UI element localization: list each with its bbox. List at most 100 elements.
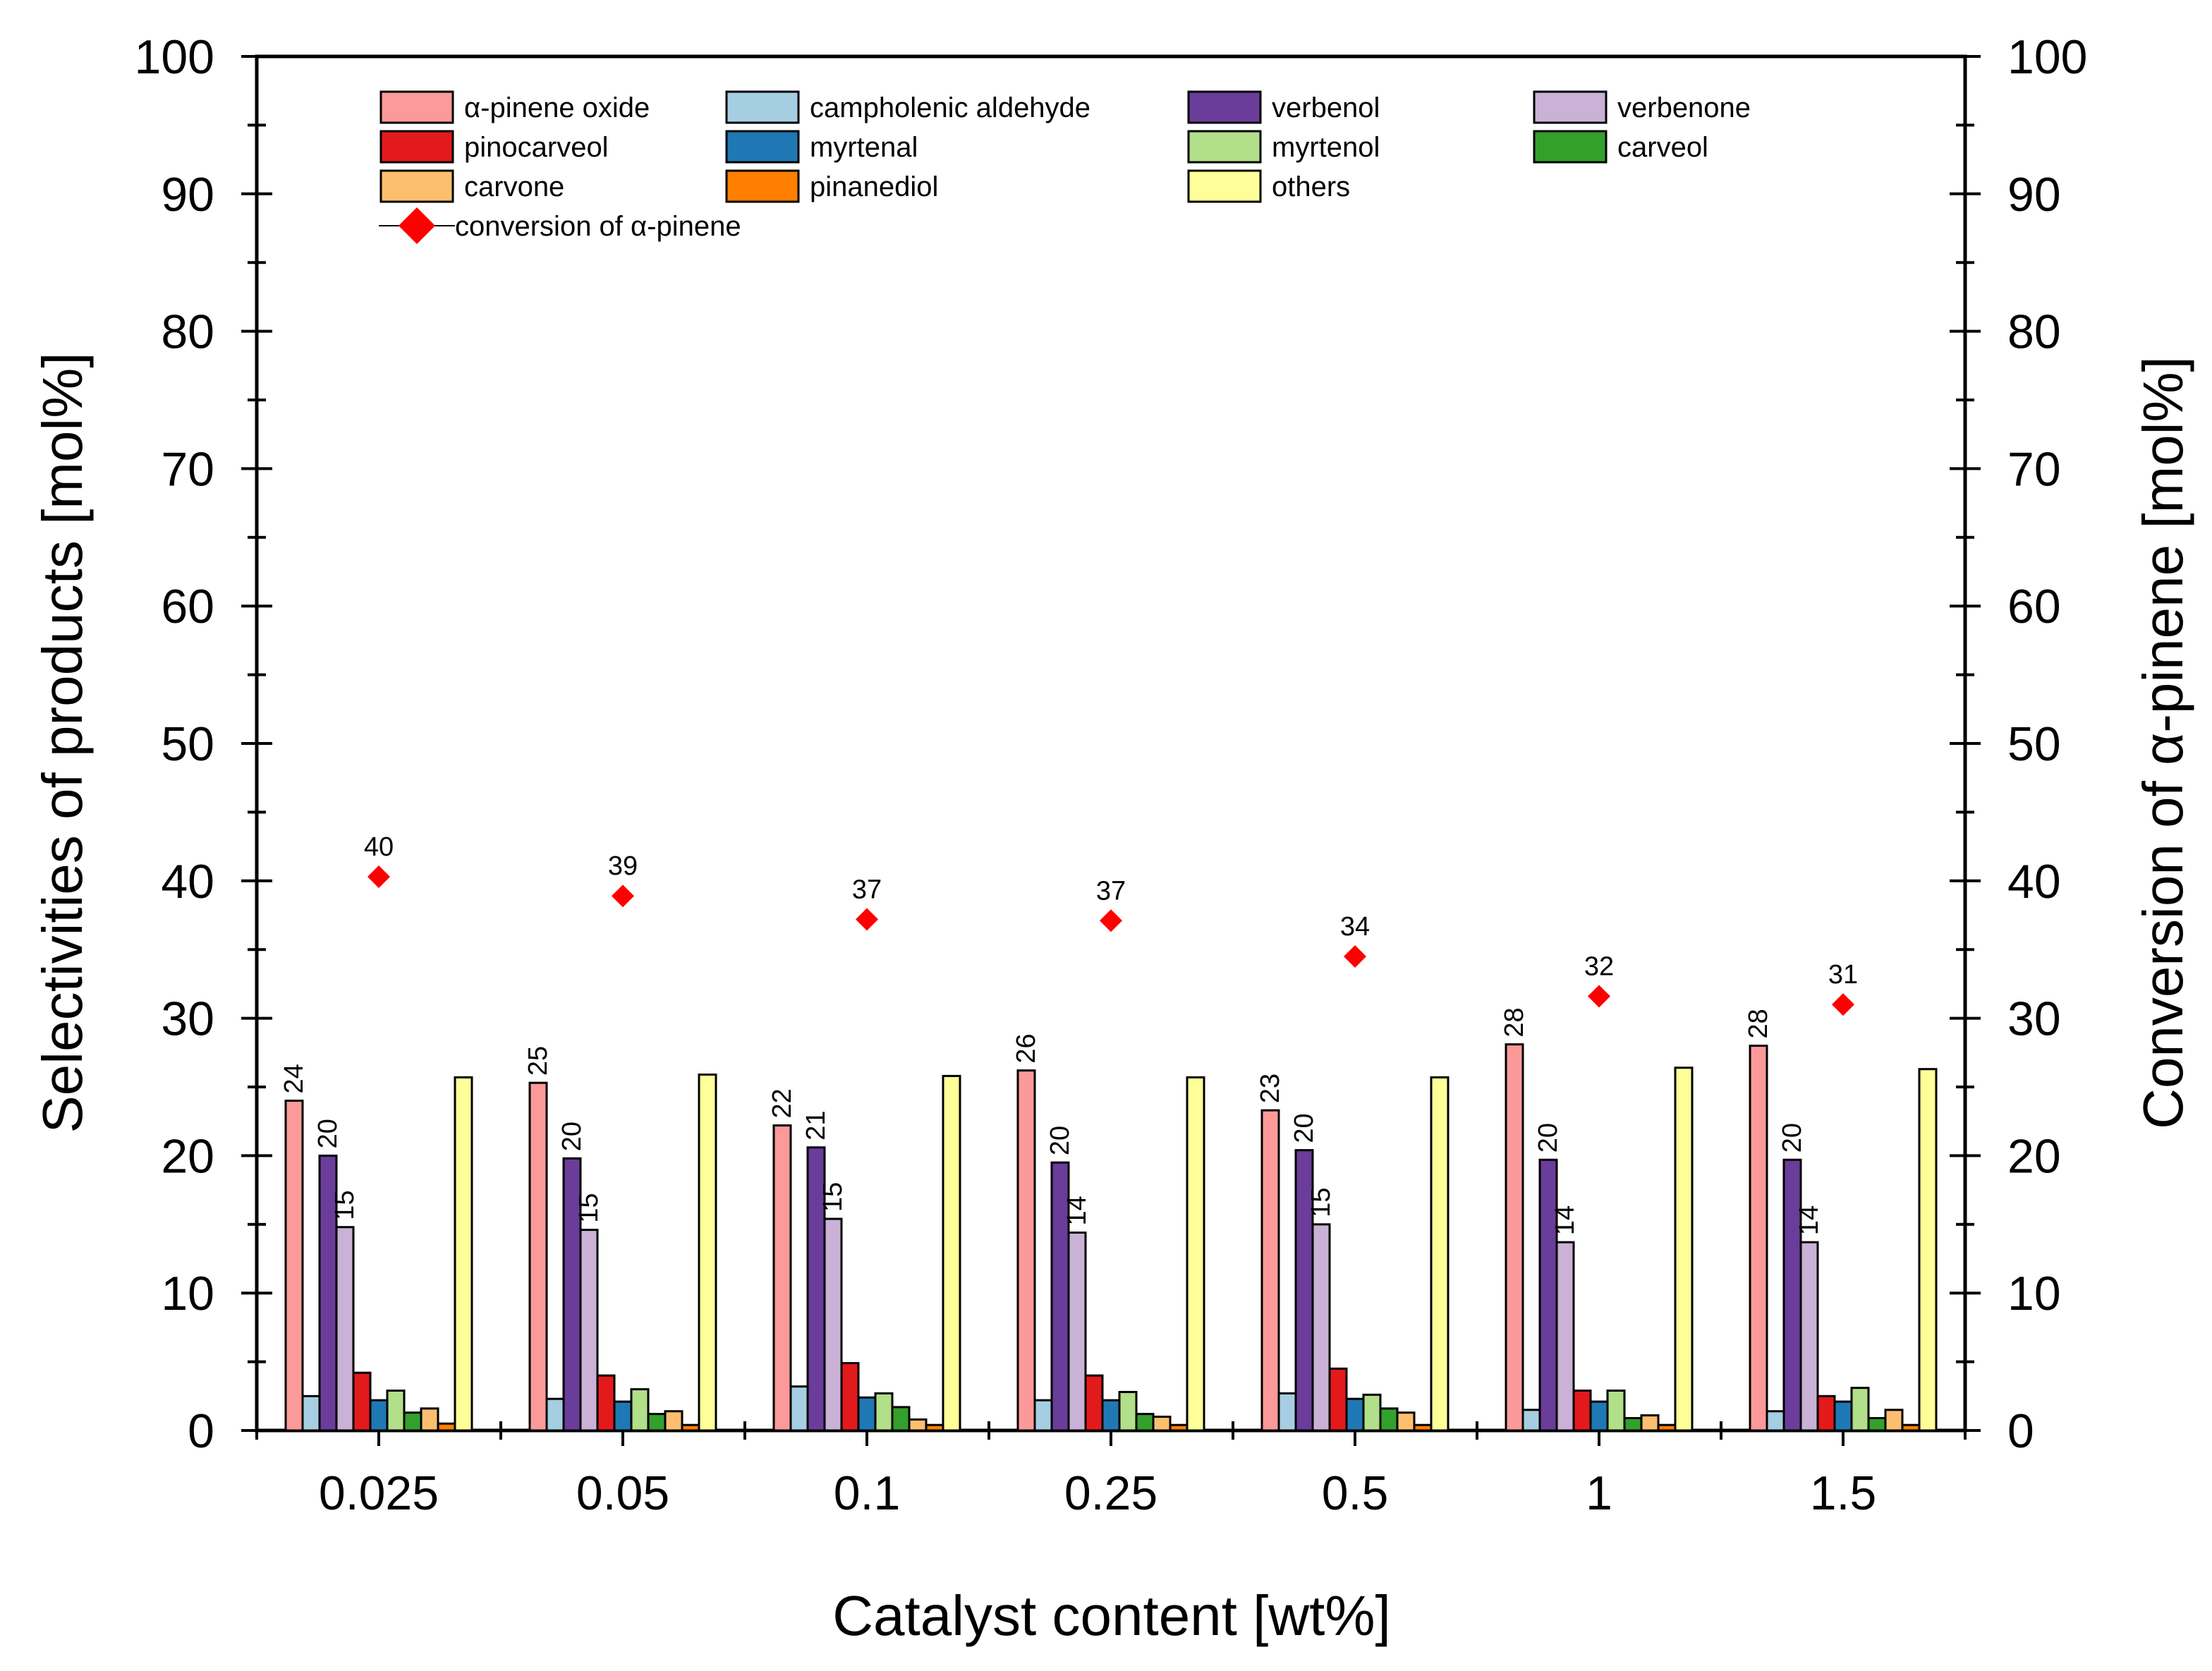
bar [823,1217,843,1432]
conversion-point [1344,944,1366,968]
y2-tick-label: 10 [2007,1267,2061,1320]
legend-swatch [1187,169,1262,203]
bar [420,1407,439,1432]
bar [545,1397,565,1432]
bar [1430,1076,1450,1432]
legend-label: verbenol [1272,92,1380,123]
bars-layer: 24 25 22 26 23 28 28 20 20 21 20 20 20 20 15 15 15 14 15 14… [279,1007,1938,1432]
legend-swatch [725,90,800,124]
bar [1799,1241,1819,1432]
bar [1186,1076,1205,1432]
bar-data-label: 25 [523,1046,553,1076]
bar [772,1124,792,1432]
legend-swatch [1187,90,1262,124]
bar [1396,1411,1416,1432]
legend-label: myrtenol [1272,132,1380,163]
legend: α-pinene oxide campholenic aldehyde verben… [379,90,1751,244]
y-axis-title: Selectivities of products [mol%] [31,352,94,1133]
bar-data-label: 28 [1744,1009,1773,1038]
conversion-data-label: 39 [608,851,638,881]
conversion-data-label: 32 [1584,952,1614,981]
plot-frame [255,54,1967,1433]
y2-tick-label: 80 [2007,305,2061,359]
bar [1766,1410,1785,1432]
legend-swatch [379,90,454,124]
legend-label: pinocarveol [464,132,609,163]
y2-axis-title: Conversion of α-pinene [mol%] [2132,356,2194,1129]
bar [1362,1393,1382,1432]
bar [1674,1067,1694,1432]
bar [335,1226,355,1432]
legend-label: verbenone [1617,92,1751,123]
bar [857,1396,877,1432]
bar [1901,1423,1921,1432]
bar [1749,1045,1768,1432]
x-axis-title: Catalyst content [wt%] [832,1584,1390,1647]
legend-swatch [725,130,800,164]
bar [1379,1407,1399,1432]
bar-data-label: 22 [767,1088,797,1118]
y-tick-label: 90 [161,168,214,221]
conversion-data-label: 34 [1340,912,1370,942]
y-tick-label: 40 [161,855,214,909]
bar [437,1422,456,1432]
bar-data-label: 20 [557,1122,587,1151]
bar [403,1411,423,1432]
conversion-data-label: 37 [852,875,882,904]
bar [1277,1392,1297,1432]
bar-data-label: 20 [1045,1126,1075,1155]
bar [647,1413,667,1432]
conversion-point [367,865,390,888]
x-tick-label: 1.5 [1810,1466,1877,1520]
bar [1572,1390,1592,1432]
conversion-data-label: 40 [364,832,394,862]
conversion-point [1832,993,1854,1016]
legend-marker [399,207,435,244]
x-tick-label: 0.05 [576,1466,669,1520]
conversion-point [856,908,878,931]
bar [925,1423,944,1432]
legend-swatch [1533,130,1608,164]
bar [1135,1413,1155,1432]
y-tick-label: 60 [161,580,214,633]
bar-data-label: 21 [801,1110,831,1140]
legend-label: α-pinene oxide [464,92,650,123]
y-tick-label: 20 [161,1129,214,1183]
bar [369,1399,389,1432]
bar [1918,1068,1938,1432]
y2-tick-label: 90 [2007,168,2061,221]
bar [1311,1223,1331,1432]
y2-tick-label: 60 [2007,580,2061,633]
bar [613,1400,633,1432]
bar-data-label: 20 [313,1119,343,1148]
bar-data-label: 15 [818,1182,848,1212]
legend-swatch [379,169,454,203]
bar-data-label: 26 [1011,1033,1041,1063]
y2-tick-label: 50 [2007,717,2061,771]
bar [1294,1149,1314,1432]
bar [1589,1400,1609,1432]
bar [1169,1423,1189,1432]
bar [1850,1387,1870,1432]
bar [630,1388,650,1432]
bar [1152,1416,1172,1432]
bar [664,1410,683,1432]
x-tick-label: 0.025 [319,1466,439,1520]
bar [891,1406,911,1432]
legend-swatch [1533,90,1608,124]
y2-tick-label: 0 [2007,1404,2034,1458]
conversion-data-label: 37 [1096,876,1126,906]
x-tick-label: 0.5 [1322,1466,1389,1520]
bar [386,1390,406,1432]
legend-label: others [1272,171,1350,202]
y2-tick-label: 100 [2007,30,2087,84]
bar [301,1394,321,1432]
bar [1657,1423,1677,1432]
x-tick-label: 1 [1586,1466,1612,1520]
bar [1538,1158,1558,1432]
bar [1816,1394,1836,1432]
bar-data-label: 14 [1062,1196,1092,1225]
y-tick-label: 10 [161,1267,214,1320]
bar [1555,1241,1575,1432]
